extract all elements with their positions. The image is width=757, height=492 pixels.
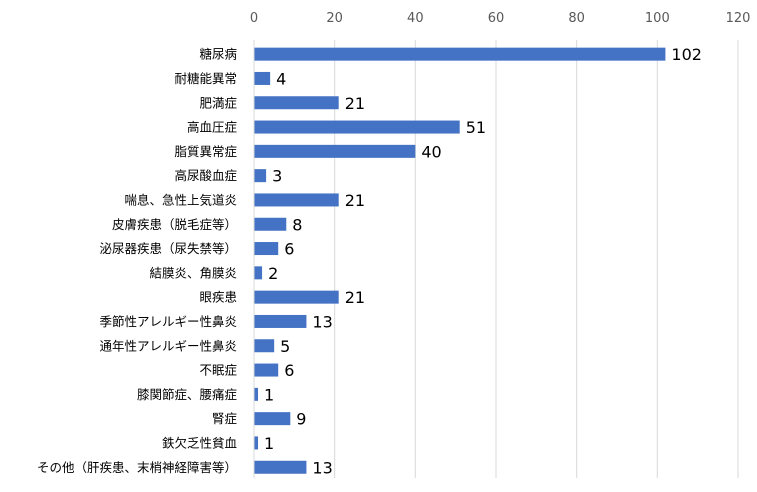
bars: [254, 47, 666, 474]
x-tick-label: 100: [645, 11, 670, 26]
bar: [254, 96, 339, 110]
category-label: 脂質異常症: [174, 144, 237, 159]
bar: [254, 290, 339, 304]
category-label: 耐糖能異常: [174, 71, 237, 86]
bar: [254, 120, 460, 134]
bar: [254, 412, 291, 426]
category-label: 季節性アレルギー性鼻炎: [99, 314, 237, 329]
category-label: 皮膚疾患（脱毛症等）: [112, 217, 237, 232]
bar: [254, 339, 275, 353]
category-label: 糖尿病: [199, 47, 237, 62]
category-label: 膝関節症、腰痛症: [137, 387, 237, 402]
x-tick-label: 60: [488, 11, 505, 26]
data-label: 4: [276, 69, 286, 88]
x-tick-label: 120: [726, 11, 751, 26]
category-label: 泌尿器疾患（尿失禁等）: [99, 241, 237, 256]
bar: [254, 460, 307, 474]
bar: [254, 193, 339, 207]
data-label: 21: [345, 94, 365, 113]
bar: [254, 217, 287, 231]
category-label: 高血圧症: [187, 120, 237, 135]
bar: [254, 436, 259, 450]
bar: [254, 363, 279, 377]
x-tick-label: 0: [250, 11, 258, 26]
data-label: 8: [292, 215, 302, 234]
bar: [254, 314, 307, 328]
bar: [254, 144, 416, 158]
x-tick-label: 40: [407, 11, 424, 26]
data-label: 3: [272, 167, 282, 186]
x-tick-label: 80: [568, 11, 585, 26]
data-label: 1: [264, 434, 274, 453]
x-tick-label: 20: [326, 11, 343, 26]
data-label: 6: [284, 361, 294, 380]
category-label: 鉄欠乏性貧血: [162, 435, 237, 450]
data-label: 13: [312, 458, 332, 477]
grid-lines: [334, 40, 739, 478]
category-label: 高尿酸血症: [174, 168, 237, 183]
data-label: 51: [466, 118, 486, 137]
x-axis-ticks: 0 20 40 60 80 100 120: [250, 11, 751, 26]
bar: [254, 266, 263, 280]
category-label: 結膜炎、角膜炎: [149, 265, 237, 280]
category-label: 通年性アレルギー性鼻炎: [99, 338, 237, 353]
category-labels: 糖尿病耐糖能異常肥満症高血圧症脂質異常症高尿酸血症喘息、急性上気道炎皮膚疾患（脱…: [37, 47, 237, 475]
bar: [254, 242, 279, 256]
category-label: 眼疾患: [199, 290, 237, 305]
data-label: 1: [264, 385, 274, 404]
category-label: 腎症: [212, 411, 237, 426]
data-label: 2: [268, 264, 278, 283]
bar: [254, 71, 271, 85]
data-label: 9: [296, 410, 306, 429]
data-label: 6: [284, 240, 294, 259]
bar: [254, 169, 267, 183]
bar: [254, 387, 259, 401]
data-label: 21: [345, 288, 365, 307]
category-label: その他（肝疾患、末梢神経障害等）: [37, 460, 237, 475]
data-label: 40: [421, 142, 441, 161]
data-label: 5: [280, 337, 290, 356]
category-label: 喘息、急性上気道炎: [124, 192, 237, 207]
category-label: 肥満症: [199, 95, 237, 110]
data-label: 102: [671, 45, 702, 64]
data-label: 13: [312, 312, 332, 331]
category-label: 不眠症: [199, 363, 237, 378]
bar: [254, 47, 666, 61]
data-label: 21: [345, 191, 365, 210]
